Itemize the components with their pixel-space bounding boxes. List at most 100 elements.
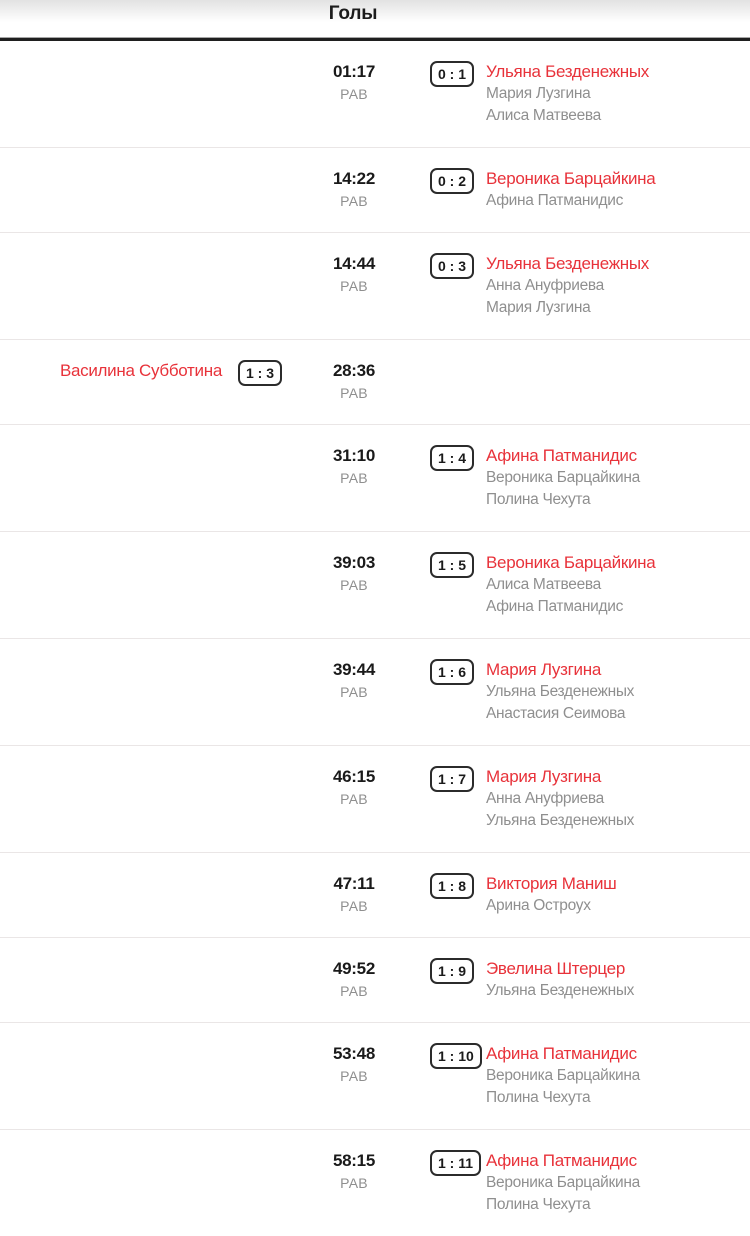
home-score-badge-cell bbox=[238, 958, 278, 1002]
away-scorer-cell: Ульяна Безденежных Мария Лузгина Алиса Мат… bbox=[486, 61, 750, 127]
score-badge: 0 : 3 bbox=[430, 253, 475, 279]
away-score-badge-cell: 1 : 9 bbox=[430, 958, 475, 1002]
goal-row: 14:22 РАВ 0 : 2 Вероника Барцайкина Афина… bbox=[0, 148, 750, 233]
assist-name[interactable]: Анастасия Сеимова bbox=[486, 705, 626, 722]
goal-time: 14:44 bbox=[333, 254, 375, 273]
goal-row: 47:11 РАВ 1 : 8 Виктория Маниш Арина Остр… bbox=[0, 853, 750, 938]
home-scorer-cell bbox=[0, 445, 222, 511]
strength-label: РАВ bbox=[340, 1175, 368, 1191]
scorer-name[interactable]: Афина Патманидис bbox=[486, 446, 637, 465]
assist-name[interactable]: Афина Патманидис bbox=[486, 192, 624, 209]
goal-time: 14:22 bbox=[333, 169, 375, 188]
strength-label: РАВ bbox=[340, 577, 368, 593]
goals-list: 01:17 РАВ 0 : 1 Ульяна Безденежных Мария … bbox=[0, 41, 750, 1236]
score-badge: 1 : 6 bbox=[430, 659, 475, 685]
goal-row: 46:15 РАВ 1 : 7 Мария Лузгина Анна Ануфри… bbox=[0, 746, 750, 853]
goal-row: 53:48 РАВ 1 : 10 Афина Патманидис Вероник… bbox=[0, 1023, 750, 1130]
assist-name[interactable]: Полина Чехута bbox=[486, 1196, 591, 1213]
goal-time: 49:52 bbox=[333, 959, 375, 978]
assist-name[interactable]: Мария Лузгина bbox=[486, 85, 591, 102]
assist-name[interactable]: Вероника Барцайкина bbox=[486, 1174, 640, 1191]
scorer-name[interactable]: Ульяна Безденежных bbox=[486, 62, 649, 81]
home-score-badge-cell bbox=[238, 659, 278, 725]
goal-time-cell: 46:15 РАВ bbox=[294, 766, 414, 832]
scorer-name[interactable]: Ульяна Безденежных bbox=[486, 254, 649, 273]
assist-name[interactable]: Алиса Матвеева bbox=[486, 576, 601, 593]
goal-time-cell: 58:15 РАВ bbox=[294, 1150, 414, 1216]
scorer-name[interactable]: Афина Патманидис bbox=[486, 1151, 637, 1170]
assist-name[interactable]: Анна Ануфриева bbox=[486, 790, 604, 807]
home-score-badge-cell bbox=[238, 766, 278, 832]
away-scorer-cell: Вероника Барцайкина Афина Патманидис bbox=[486, 168, 750, 212]
assist-name[interactable]: Ульяна Безденежных bbox=[486, 812, 635, 829]
assist-name[interactable]: Мария Лузгина bbox=[486, 299, 591, 316]
assist-name[interactable]: Афина Патманидис bbox=[486, 598, 624, 615]
goal-row: 58:15 РАВ 1 : 11 Афина Патманидис Вероник… bbox=[0, 1130, 750, 1236]
home-scorer-cell bbox=[0, 1150, 222, 1216]
scorer-name[interactable]: Мария Лузгина bbox=[486, 767, 601, 786]
score-badge: 1 : 11 bbox=[430, 1150, 482, 1176]
home-scorer-cell bbox=[0, 168, 222, 212]
goal-time: 53:48 bbox=[333, 1044, 375, 1063]
home-score-badge-cell bbox=[238, 445, 278, 511]
page-title: Голы bbox=[328, 3, 378, 24]
away-score-badge-cell: 0 : 2 bbox=[430, 168, 475, 212]
goal-time-cell: 14:44 РАВ bbox=[294, 253, 414, 319]
goal-time: 31:10 bbox=[333, 446, 375, 465]
goal-time-cell: 28:36 РАВ bbox=[294, 360, 414, 404]
home-scorer-cell bbox=[0, 958, 222, 1002]
away-scorer-cell: Вероника Барцайкина Алиса Матвеева Афина П… bbox=[486, 552, 750, 618]
goal-time-cell: 39:03 РАВ bbox=[294, 552, 414, 618]
strength-label: РАВ bbox=[340, 470, 368, 486]
goal-time: 01:17 bbox=[333, 62, 375, 81]
away-score-badge-cell: 1 : 6 bbox=[430, 659, 475, 725]
home-scorer-cell bbox=[0, 253, 222, 319]
goal-time: 39:44 bbox=[333, 660, 375, 679]
scorer-name[interactable]: Эвелина Штерцер bbox=[486, 959, 625, 978]
away-score-badge-cell: 1 : 8 bbox=[430, 873, 475, 917]
assist-name[interactable]: Ульяна Безденежных bbox=[486, 683, 635, 700]
home-score-badge-cell bbox=[238, 873, 278, 917]
scorer-name[interactable]: Василина Субботина bbox=[59, 361, 222, 380]
header-divider bbox=[0, 38, 750, 41]
goal-time-cell: 14:22 РАВ bbox=[294, 168, 414, 212]
assist-name[interactable]: Ульяна Безденежных bbox=[486, 982, 635, 999]
score-badge: 1 : 7 bbox=[430, 766, 475, 792]
assist-name[interactable]: Анна Ануфриева bbox=[486, 277, 604, 294]
scorer-name[interactable]: Виктория Маниш bbox=[486, 874, 617, 893]
home-scorer-cell bbox=[0, 1043, 222, 1109]
score-badge: 1 : 9 bbox=[430, 958, 475, 984]
away-score-badge-cell: 1 : 4 bbox=[430, 445, 475, 511]
scorer-name[interactable]: Афина Патманидис bbox=[486, 1044, 637, 1063]
strength-label: РАВ bbox=[340, 791, 368, 807]
scorer-name[interactable]: Мария Лузгина bbox=[486, 660, 601, 679]
away-score-badge-cell: 1 : 5 bbox=[430, 552, 475, 618]
assist-name[interactable]: Вероника Барцайкина bbox=[486, 469, 640, 486]
score-badge: 1 : 3 bbox=[238, 360, 283, 386]
goal-time: 28:36 bbox=[333, 361, 375, 380]
home-scorer-cell bbox=[0, 659, 222, 725]
assist-name[interactable]: Полина Чехута bbox=[486, 1089, 591, 1106]
assist-name[interactable]: Вероника Барцайкина bbox=[486, 1067, 640, 1084]
goal-time-cell: 47:11 РАВ bbox=[294, 873, 414, 917]
scorer-name[interactable]: Вероника Барцайкина bbox=[486, 169, 656, 188]
score-badge: 1 : 10 bbox=[430, 1043, 482, 1069]
home-score-badge-cell bbox=[238, 253, 278, 319]
away-scorer-cell: Афина Патманидис Вероника Барцайкина Полин… bbox=[486, 1150, 750, 1216]
assist-name[interactable]: Алиса Матвеева bbox=[486, 107, 601, 124]
goal-row: 39:03 РАВ 1 : 5 Вероника Барцайкина Алиса… bbox=[0, 532, 750, 639]
home-score-badge-cell bbox=[238, 61, 278, 127]
goal-time: 47:11 bbox=[333, 874, 375, 893]
away-scorer-cell: Эвелина Штерцер Ульяна Безденежных bbox=[486, 958, 750, 1002]
goal-time-cell: 39:44 РАВ bbox=[294, 659, 414, 725]
strength-label: РАВ bbox=[340, 983, 368, 999]
assist-name[interactable]: Полина Чехута bbox=[486, 491, 591, 508]
scorer-name[interactable]: Вероника Барцайкина bbox=[486, 553, 656, 572]
section-header: Голы bbox=[0, 0, 750, 38]
assist-name[interactable]: Арина Остроух bbox=[486, 897, 591, 914]
home-scorer-cell: Василина Субботина bbox=[0, 360, 222, 404]
away-scorer-cell: Афина Патманидис Вероника Барцайкина Полин… bbox=[486, 1043, 750, 1109]
home-score-badge-cell bbox=[238, 552, 278, 618]
goal-time: 46:15 bbox=[333, 767, 375, 786]
home-scorer-cell bbox=[0, 552, 222, 618]
